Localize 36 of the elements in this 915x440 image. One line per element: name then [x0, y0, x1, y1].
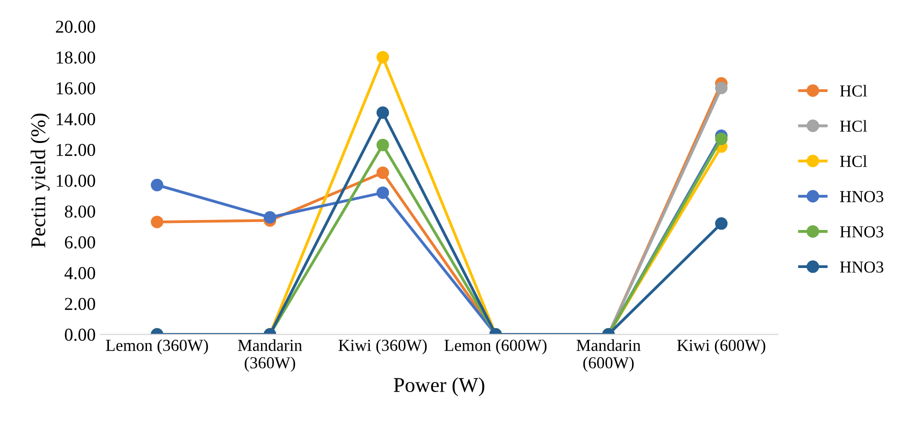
legend-label: HNO3 — [840, 261, 884, 273]
point — [376, 166, 390, 179]
legend-label: HCl — [840, 84, 867, 97]
x-axis-title: Power (W) — [394, 377, 484, 396]
point — [150, 178, 164, 192]
y-tick-label: 6.00 — [64, 236, 96, 249]
point — [264, 211, 276, 224]
point — [376, 50, 390, 64]
y-tick-label: 12.00 — [56, 144, 96, 156]
point — [715, 82, 728, 94]
y-axis-title: Pectin yield (%) — [30, 114, 50, 248]
x-tick-label: Mandarin (360W) — [238, 339, 302, 372]
x-tick-label: Lemon (600W) — [444, 339, 546, 354]
point — [715, 132, 728, 146]
point — [376, 186, 390, 199]
y-tick-label: 20.00 — [56, 20, 96, 33]
x-tick-label: Kiwi (360W) — [338, 339, 427, 354]
legend-label: HCl — [840, 120, 867, 132]
y-tick-label: 14.00 — [56, 113, 96, 126]
point — [376, 106, 390, 119]
point — [715, 217, 728, 230]
x-tick-label: Kiwi (600W) — [677, 339, 766, 354]
y-tick-label: 10.00 — [56, 174, 96, 187]
x-tick-label: Mandarin (600W) — [576, 339, 641, 372]
x-tick-label: Lemon (360W) — [106, 339, 208, 354]
legend-label: HNO3 — [840, 226, 884, 238]
y-tick-label: 0.00 — [64, 328, 96, 341]
y-tick-label: 8.00 — [64, 205, 96, 218]
legend-label: HNO3 — [840, 191, 884, 202]
legend-label: HCl — [840, 155, 867, 168]
y-tick-label: 16.00 — [56, 82, 96, 95]
point — [150, 216, 164, 228]
y-tick-label: 4.00 — [64, 267, 96, 280]
point — [376, 138, 390, 152]
y-tick-label: 2.00 — [64, 298, 96, 310]
y-tick-label: 18.00 — [56, 51, 96, 64]
